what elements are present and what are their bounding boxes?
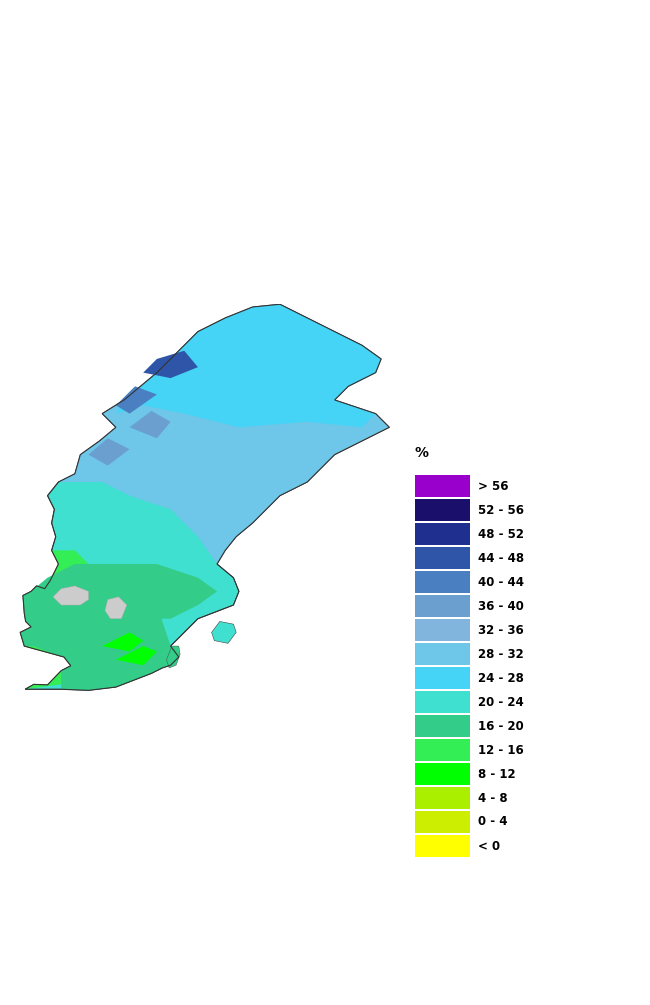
Polygon shape: [166, 646, 180, 668]
Text: < 0: < 0: [478, 839, 500, 852]
Polygon shape: [143, 351, 198, 378]
Polygon shape: [129, 411, 170, 438]
Text: 28 - 32: 28 - 32: [478, 647, 524, 660]
Text: 52 - 56: 52 - 56: [478, 504, 524, 517]
Text: > 56: > 56: [478, 479, 508, 492]
Polygon shape: [20, 551, 102, 689]
Text: 36 - 40: 36 - 40: [478, 600, 524, 612]
Text: 32 - 36: 32 - 36: [478, 623, 524, 636]
Text: 16 - 20: 16 - 20: [478, 720, 524, 733]
Text: 44 - 48: 44 - 48: [478, 552, 524, 565]
Text: 20 - 24: 20 - 24: [478, 695, 524, 709]
Text: 40 - 44: 40 - 44: [478, 576, 524, 589]
Text: 4 - 8: 4 - 8: [478, 792, 508, 804]
Text: %: %: [415, 446, 429, 460]
Text: 12 - 16: 12 - 16: [478, 744, 524, 757]
Text: 8 - 12: 8 - 12: [478, 768, 515, 781]
Polygon shape: [88, 438, 129, 465]
Text: 0 - 4: 0 - 4: [478, 815, 508, 828]
Polygon shape: [20, 564, 217, 657]
Polygon shape: [53, 586, 88, 605]
Polygon shape: [102, 632, 143, 651]
Polygon shape: [116, 386, 157, 414]
Polygon shape: [116, 646, 157, 665]
Polygon shape: [61, 597, 179, 690]
Text: 24 - 28: 24 - 28: [478, 671, 524, 684]
Polygon shape: [212, 621, 236, 643]
Polygon shape: [20, 305, 389, 690]
Text: 48 - 52: 48 - 52: [478, 528, 524, 541]
Polygon shape: [105, 597, 127, 619]
Polygon shape: [116, 305, 381, 427]
Polygon shape: [58, 305, 389, 564]
